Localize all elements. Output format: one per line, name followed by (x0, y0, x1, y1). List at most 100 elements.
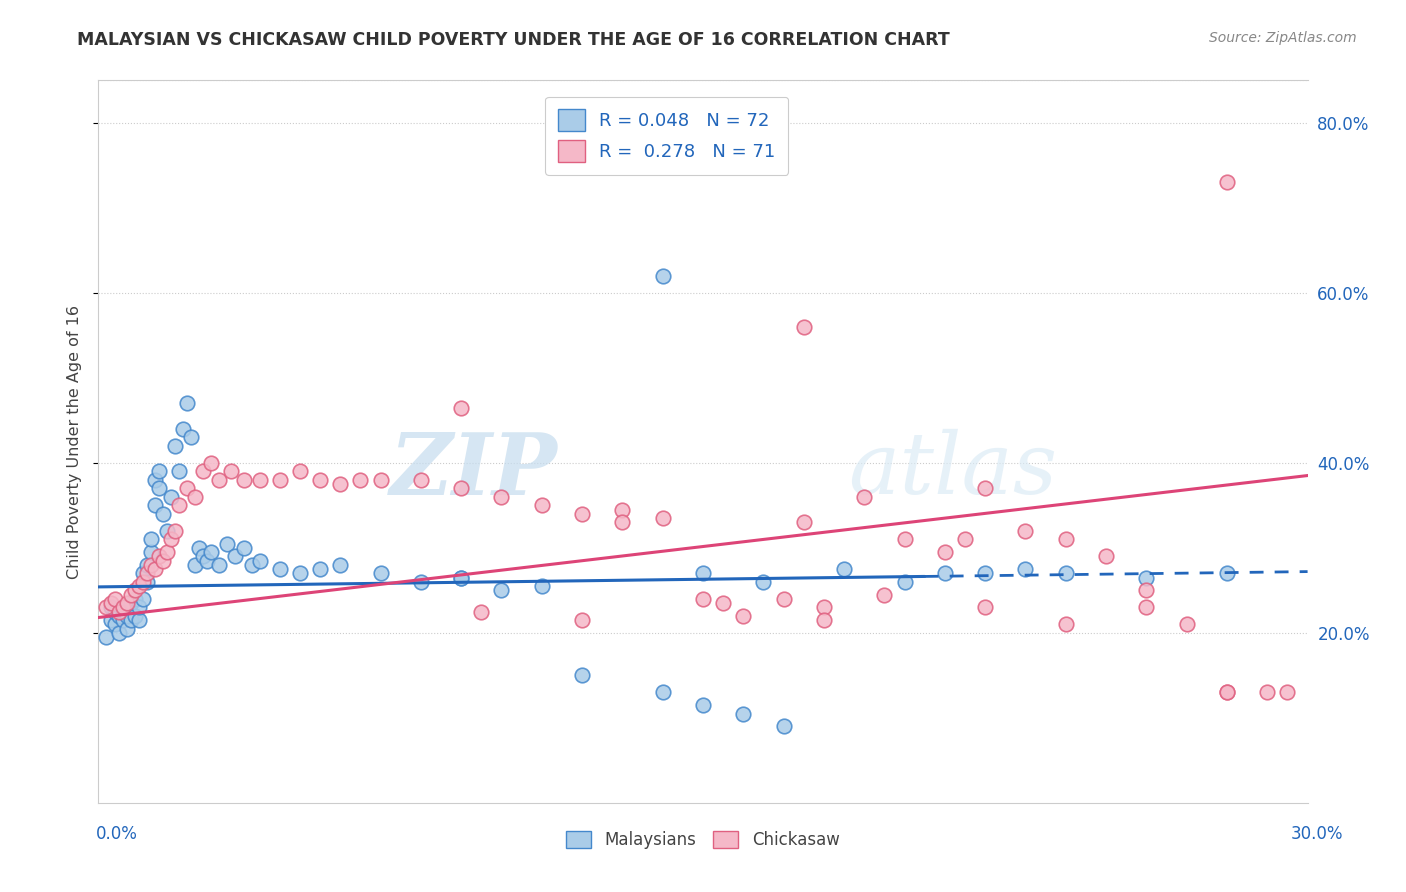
Point (139, 545, 162, 559)
Point (692, 591, 714, 606)
Point (139, 533, 162, 547)
Point (221, 464, 243, 478)
Point (571, 668, 593, 682)
Point (148, 549, 170, 564)
Point (370, 473, 392, 487)
Point (208, 558, 231, 572)
Point (1256, 685, 1278, 699)
Point (111, 613, 134, 627)
Point (1277, 685, 1299, 699)
Point (148, 464, 170, 478)
Point (733, 608, 755, 623)
Text: ZIP: ZIP (389, 429, 558, 512)
Point (409, 574, 432, 589)
Point (128, 579, 150, 593)
Point (349, 473, 371, 487)
Point (733, 706, 755, 721)
Point (1135, 600, 1157, 615)
Point (96, 630, 118, 644)
Point (651, 268, 673, 283)
Point (491, 583, 513, 598)
Point (224, 549, 246, 564)
Point (152, 507, 174, 521)
Point (160, 533, 183, 547)
Point (450, 401, 472, 415)
Point (309, 473, 332, 487)
Point (651, 685, 673, 699)
Point (184, 558, 207, 572)
Point (208, 473, 231, 487)
Point (571, 613, 593, 627)
Point (176, 396, 198, 410)
Point (156, 524, 179, 538)
Point (1216, 566, 1239, 581)
Point (163, 524, 186, 538)
Legend: R = 0.048   N = 72, R =  0.278   N = 71: R = 0.048 N = 72, R = 0.278 N = 71 (546, 96, 789, 175)
Point (96, 600, 118, 615)
Point (176, 481, 198, 495)
Point (470, 605, 492, 619)
Point (124, 583, 146, 598)
Point (135, 574, 157, 589)
Point (184, 490, 207, 504)
Point (612, 516, 634, 530)
Point (115, 596, 138, 610)
Text: Source: ZipAtlas.com: Source: ZipAtlas.com (1209, 31, 1357, 45)
Point (124, 591, 146, 606)
Point (120, 613, 142, 627)
Point (269, 473, 291, 487)
Point (893, 574, 915, 589)
Point (115, 622, 138, 636)
Point (793, 516, 815, 530)
Text: 0.0%: 0.0% (96, 825, 138, 843)
Point (135, 558, 157, 572)
Point (232, 541, 254, 555)
Point (409, 473, 432, 487)
Point (128, 613, 150, 627)
Point (167, 464, 190, 478)
Point (188, 541, 211, 555)
Point (249, 553, 271, 567)
Point (832, 562, 855, 576)
Point (491, 490, 513, 504)
Point (111, 600, 134, 615)
Point (143, 562, 166, 576)
Point (240, 558, 263, 572)
Point (217, 536, 239, 550)
Point (269, 562, 291, 576)
Point (1014, 562, 1036, 576)
Point (651, 511, 673, 525)
Point (1054, 617, 1077, 632)
Point (103, 617, 125, 632)
Point (1175, 617, 1198, 632)
Point (1135, 583, 1157, 598)
Point (124, 608, 146, 623)
Point (143, 473, 166, 487)
Point (1135, 570, 1157, 584)
Point (772, 591, 794, 606)
Point (813, 613, 835, 627)
Point (974, 600, 997, 615)
Text: atlas: atlas (848, 429, 1057, 512)
Point (132, 591, 155, 606)
Point (115, 608, 138, 623)
Point (200, 456, 222, 470)
Point (180, 430, 202, 444)
Point (450, 570, 472, 584)
Point (193, 549, 215, 564)
Point (193, 464, 215, 478)
Point (309, 562, 332, 576)
Point (1054, 533, 1077, 547)
Point (450, 570, 472, 584)
Point (163, 439, 186, 453)
Point (128, 600, 150, 615)
Point (167, 498, 190, 512)
Point (200, 545, 222, 559)
Point (288, 464, 311, 478)
Point (612, 502, 634, 516)
Point (249, 473, 271, 487)
Point (103, 591, 125, 606)
Point (571, 507, 593, 521)
Point (107, 625, 129, 640)
Point (853, 490, 876, 504)
